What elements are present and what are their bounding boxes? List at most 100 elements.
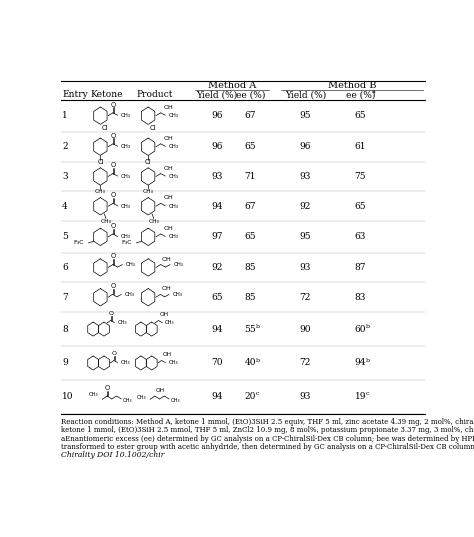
Text: CH₃: CH₃ (89, 392, 99, 397)
Text: O: O (110, 101, 116, 107)
Text: 65: 65 (355, 111, 366, 120)
Text: 72: 72 (300, 359, 311, 367)
Text: 70: 70 (211, 359, 223, 367)
Text: OH: OH (162, 286, 172, 292)
Text: CH₃: CH₃ (173, 292, 182, 297)
Text: CH₃: CH₃ (121, 174, 131, 179)
Text: 93: 93 (211, 172, 223, 181)
Text: 5: 5 (62, 233, 68, 241)
Text: OH: OH (164, 136, 173, 141)
Text: Method A: Method A (208, 81, 256, 90)
Text: O: O (112, 351, 117, 355)
Text: OH: OH (164, 166, 173, 171)
Text: O: O (110, 223, 116, 229)
Text: b: b (366, 324, 370, 329)
Text: b: b (366, 358, 370, 362)
Text: 65: 65 (211, 293, 223, 302)
Text: O: O (109, 310, 114, 316)
Text: 20: 20 (245, 393, 256, 401)
Text: 9: 9 (62, 359, 68, 367)
Text: 93: 93 (300, 393, 311, 401)
Text: Yield (%): Yield (%) (285, 90, 326, 99)
Text: a: a (372, 89, 375, 94)
Text: 94: 94 (211, 393, 223, 401)
Text: 71: 71 (245, 172, 256, 181)
Text: c: c (256, 391, 259, 396)
Text: aEnantiomeric excess (ee) determined by GC analysis on a CP-ChiralSil-Dex CB col: aEnantiomeric excess (ee) determined by … (61, 434, 474, 442)
Text: 93: 93 (300, 263, 311, 272)
Text: 7: 7 (62, 293, 68, 302)
Text: Method B: Method B (328, 81, 376, 90)
Text: OH: OH (160, 312, 169, 317)
Text: OH: OH (164, 226, 173, 231)
Text: 87: 87 (355, 263, 366, 272)
Text: Cl: Cl (145, 159, 151, 165)
Text: 92: 92 (211, 263, 223, 272)
Text: CH₃: CH₃ (169, 234, 179, 240)
Text: Ketone: Ketone (91, 90, 123, 99)
Text: O: O (110, 284, 116, 289)
Text: 65: 65 (355, 202, 366, 211)
Text: 94: 94 (211, 202, 223, 211)
Text: Product: Product (137, 90, 173, 99)
Text: 85: 85 (245, 293, 256, 302)
Text: CH₃: CH₃ (120, 360, 130, 365)
Text: 97: 97 (211, 233, 223, 241)
Text: F₃C: F₃C (73, 241, 84, 245)
Text: 2: 2 (62, 142, 68, 151)
Text: 8: 8 (62, 324, 68, 333)
Text: c: c (366, 391, 370, 396)
Text: 67: 67 (245, 111, 256, 120)
Text: CH₃: CH₃ (125, 292, 135, 297)
Text: CH₃: CH₃ (168, 360, 178, 365)
Text: 95: 95 (300, 111, 311, 120)
Text: 65: 65 (245, 233, 256, 241)
Text: CH₃: CH₃ (100, 219, 111, 224)
Text: CH₃: CH₃ (126, 262, 136, 267)
Text: CH₃: CH₃ (173, 262, 183, 267)
Text: 1: 1 (62, 111, 68, 120)
Text: CH₃: CH₃ (121, 113, 131, 118)
Text: 95: 95 (300, 233, 311, 241)
Text: 96: 96 (300, 142, 311, 151)
Text: 90: 90 (300, 324, 311, 333)
Text: CH₃: CH₃ (143, 190, 154, 194)
Text: 3: 3 (62, 172, 68, 181)
Text: Chirality DOI 10.1002/chir: Chirality DOI 10.1002/chir (61, 451, 164, 459)
Text: 92: 92 (300, 202, 311, 211)
Text: OH: OH (162, 257, 172, 262)
Text: 72: 72 (300, 293, 311, 302)
Text: F₃C: F₃C (121, 241, 132, 245)
Text: 55: 55 (245, 324, 256, 333)
Text: CH₃: CH₃ (169, 113, 179, 118)
Text: 83: 83 (355, 293, 366, 302)
Text: b: b (255, 358, 260, 362)
Text: 96: 96 (211, 142, 223, 151)
Text: 6: 6 (62, 263, 68, 272)
Text: Cl: Cl (150, 125, 156, 131)
Text: 94: 94 (355, 359, 366, 367)
Text: Cl: Cl (102, 125, 109, 131)
Text: OH: OH (156, 388, 165, 393)
Text: OH: OH (164, 105, 173, 110)
Text: 75: 75 (355, 172, 366, 181)
Text: 40: 40 (245, 359, 256, 367)
Text: CH₃: CH₃ (137, 395, 146, 400)
Text: CH₃: CH₃ (123, 398, 133, 403)
Text: ee (%): ee (%) (236, 90, 265, 99)
Text: 93: 93 (300, 172, 311, 181)
Text: Cl: Cl (97, 159, 104, 165)
Text: 60: 60 (355, 324, 366, 333)
Text: Entry: Entry (62, 90, 88, 99)
Text: O: O (110, 162, 116, 168)
Text: transformed to ester group with acetic anhydride, then determined by GC analysis: transformed to ester group with acetic a… (61, 443, 474, 451)
Text: CH₃: CH₃ (95, 190, 106, 194)
Text: CH₃: CH₃ (171, 398, 181, 403)
Text: Reaction conditions: Method A, ketone 1 mmol, (EtO)3SiH 2.5 equiv, THF 5 ml, zin: Reaction conditions: Method A, ketone 1 … (61, 418, 474, 426)
Text: 85: 85 (245, 263, 256, 272)
Text: 61: 61 (355, 142, 366, 151)
Text: OH: OH (164, 195, 173, 200)
Text: CH₃: CH₃ (121, 234, 131, 240)
Text: O: O (110, 133, 116, 139)
Text: CH₃: CH₃ (169, 204, 179, 209)
